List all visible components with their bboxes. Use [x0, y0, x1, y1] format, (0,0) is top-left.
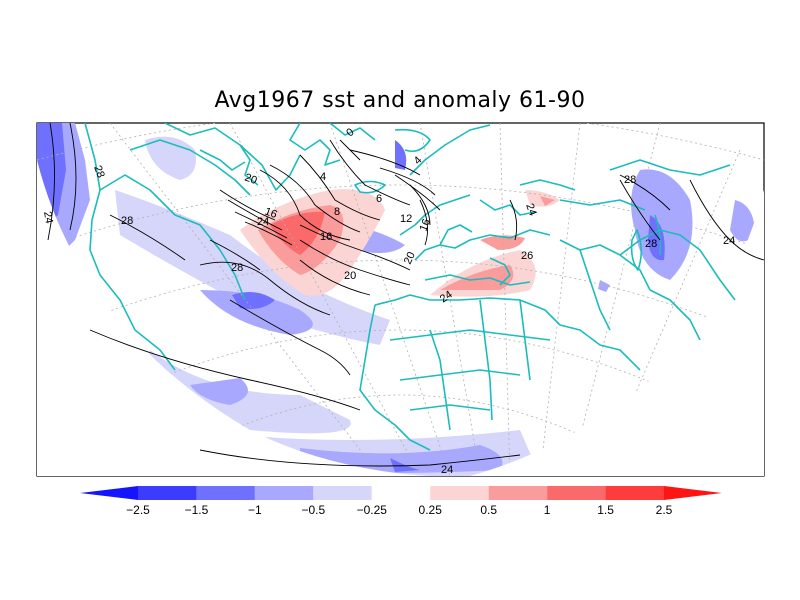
- contour-label: 28: [624, 174, 636, 186]
- colorbar-tick-label: −2.5: [126, 503, 150, 517]
- contour-label: 24: [438, 289, 455, 306]
- colorbar-bin: [488, 486, 548, 500]
- coastlines: [84, 123, 736, 451]
- contour-labels: 28 24 28 28 20 16 24 0 4 4 8 12 16 20 20…: [41, 126, 735, 476]
- colorbar-tick-label: 0.25: [419, 503, 443, 517]
- colorbar-tick-label: −0.5: [301, 503, 325, 517]
- contour-label: 24: [257, 216, 269, 228]
- contour-label: 12: [400, 213, 412, 225]
- projection-boundary: [37, 160, 430, 476]
- colorbar-min-arrow: [80, 486, 138, 500]
- colorbar-tick-label: 1: [544, 503, 551, 517]
- colorbar-bin: [547, 486, 606, 500]
- colorbar-bin: [371, 486, 431, 500]
- contour-label: 24: [723, 235, 735, 247]
- contour-label: 16: [418, 217, 433, 233]
- colorbar-bin: [605, 486, 664, 500]
- contour-label: 16: [320, 231, 332, 243]
- sst-contours: [47, 123, 764, 467]
- map-title: Avg1967 sst and anomaly 61-90: [214, 88, 586, 113]
- contour-label: 20: [402, 250, 418, 266]
- projection-boundary: [470, 190, 764, 476]
- contour-label: 26: [521, 250, 533, 262]
- contour-label: 24: [441, 464, 453, 476]
- colorbar-bin: [196, 486, 255, 500]
- colorbar: −2.5 −1.5 −1 −0.5 −0.25 0.25 0.5 1 1.5 2.5: [80, 486, 722, 517]
- contour-label: 24: [523, 202, 538, 218]
- colorbar-tick-label: 2.5: [656, 503, 673, 517]
- contour-label: 20: [243, 172, 259, 187]
- colorbar-tick-label: −1: [248, 503, 262, 517]
- colorbar-tick-label: 1.5: [597, 503, 614, 517]
- contour-label: 4: [320, 171, 326, 183]
- colorbar-bin: [138, 486, 197, 500]
- contour-label: 24: [41, 210, 55, 224]
- colorbar-tick-label: −1.5: [185, 503, 209, 517]
- colorbar-tick-label: −0.25: [357, 503, 388, 517]
- contour-label: 28: [91, 164, 106, 180]
- colorbar-bin: [313, 486, 372, 500]
- colorbar-bin: [254, 486, 314, 500]
- contour-label: 28: [121, 215, 133, 227]
- contour-label: 16: [263, 206, 279, 221]
- colorbar-max-arrow: [664, 486, 722, 500]
- contour-label: 28: [645, 238, 657, 250]
- contour-label: 28: [231, 262, 243, 274]
- colorbar-bin: [430, 486, 489, 500]
- contour-label: 20: [344, 270, 356, 282]
- contour-label: 6: [376, 193, 382, 205]
- contour-label: 8: [334, 206, 340, 218]
- colorbar-tick-label: 0.5: [480, 503, 497, 517]
